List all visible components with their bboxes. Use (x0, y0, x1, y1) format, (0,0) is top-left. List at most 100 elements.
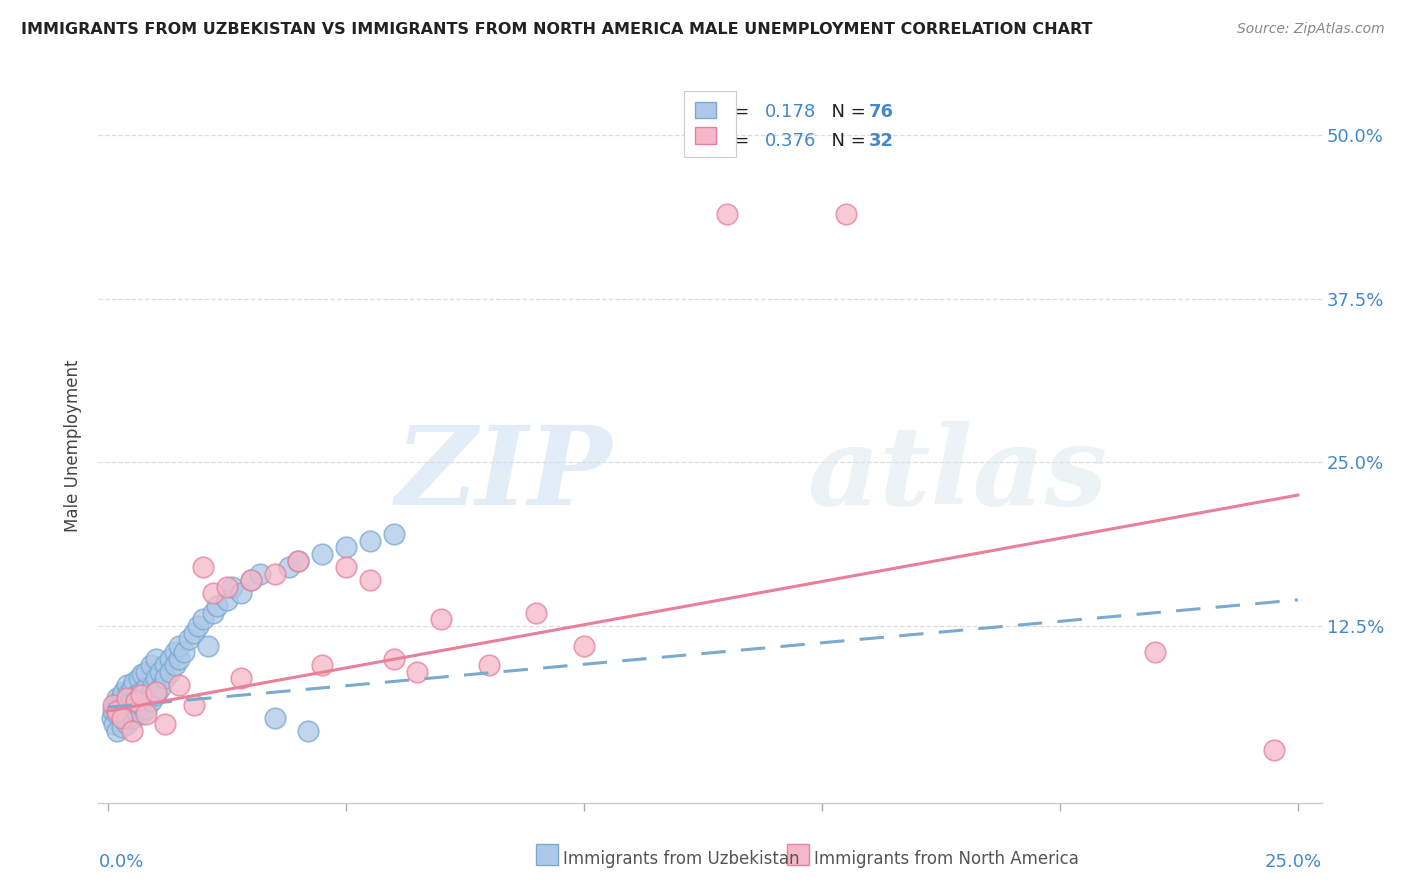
Point (111, 720, 134, 734)
Point (111, 711, 134, 725)
Text: N =: N = (820, 103, 872, 121)
Point (263, 566, 285, 581)
Point (131, 667, 153, 681)
Point (117, 687, 139, 701)
Point (128, 672, 150, 686)
Point (145, 689, 167, 703)
Point (1263, 743, 1285, 757)
FancyBboxPatch shape (787, 845, 808, 865)
Text: 76: 76 (869, 103, 894, 121)
Point (215, 592, 238, 607)
Point (115, 678, 138, 692)
Point (101, 704, 124, 718)
Point (187, 619, 209, 633)
Point (169, 652, 191, 666)
Point (382, 527, 405, 541)
Point (139, 684, 162, 698)
Point (121, 701, 143, 715)
Point (287, 553, 309, 567)
Point (335, 560, 357, 574)
Point (1144, 645, 1167, 659)
Point (145, 672, 167, 686)
Point (382, 652, 405, 666)
Point (311, 547, 333, 561)
Point (129, 706, 152, 721)
Point (135, 665, 157, 679)
Point (163, 658, 186, 673)
Point (111, 689, 134, 703)
Point (153, 658, 176, 673)
Point (115, 717, 138, 731)
Point (118, 698, 141, 712)
Point (122, 675, 145, 690)
Text: R =: R = (716, 103, 755, 121)
Point (231, 586, 253, 600)
Point (207, 599, 229, 614)
Point (129, 698, 152, 712)
Point (277, 560, 299, 574)
Text: Immigrants from Uzbekistan: Immigrants from Uzbekistan (564, 850, 800, 868)
Text: IMMIGRANTS FROM UZBEKISTAN VS IMMIGRANTS FROM NORTH AMERICA MALE UNEMPLOYMENT CO: IMMIGRANTS FROM UZBEKISTAN VS IMMIGRANTS… (21, 22, 1092, 37)
Point (142, 678, 165, 692)
Point (183, 625, 205, 640)
Point (169, 678, 191, 692)
Point (115, 691, 138, 706)
Text: R =: R = (716, 132, 755, 150)
Point (197, 639, 219, 653)
Point (716, 206, 738, 220)
Point (430, 612, 453, 626)
Point (135, 706, 157, 721)
Text: 0.0%: 0.0% (98, 853, 143, 871)
Point (834, 206, 856, 220)
Point (149, 681, 172, 695)
Point (111, 700, 134, 714)
Point (173, 645, 195, 659)
Point (191, 560, 214, 574)
Point (239, 573, 262, 587)
Point (478, 658, 501, 673)
Point (215, 580, 238, 594)
Point (129, 689, 152, 703)
Point (121, 711, 143, 725)
Point (159, 652, 181, 666)
Y-axis label: Male Unemployment: Male Unemployment (65, 359, 83, 533)
Point (406, 665, 429, 679)
Point (249, 566, 271, 581)
Text: 25.0%: 25.0% (1264, 853, 1322, 871)
Text: N =: N = (820, 132, 872, 150)
Point (177, 632, 200, 647)
Point (104, 698, 127, 712)
Point (169, 639, 191, 653)
Text: 0.376: 0.376 (765, 132, 817, 150)
Point (183, 698, 205, 712)
Point (121, 723, 143, 738)
Point (111, 711, 134, 725)
Point (359, 533, 381, 548)
Point (114, 706, 136, 721)
Point (239, 573, 262, 587)
Point (231, 672, 253, 686)
Point (159, 665, 181, 679)
Text: 0.178: 0.178 (765, 103, 817, 121)
Point (121, 681, 143, 695)
Point (107, 691, 129, 706)
Point (100, 711, 122, 725)
Point (359, 573, 381, 587)
Text: 32: 32 (869, 132, 894, 150)
Point (163, 645, 186, 659)
Point (121, 691, 143, 706)
Point (524, 606, 547, 620)
FancyBboxPatch shape (536, 845, 558, 865)
Point (201, 606, 224, 620)
Point (297, 723, 319, 738)
Point (221, 580, 243, 594)
Point (107, 706, 129, 721)
Point (101, 698, 124, 712)
Point (125, 689, 148, 703)
Point (112, 684, 135, 698)
Point (107, 701, 129, 715)
Point (125, 704, 148, 718)
Point (311, 658, 333, 673)
Point (139, 694, 162, 708)
Point (135, 701, 157, 715)
